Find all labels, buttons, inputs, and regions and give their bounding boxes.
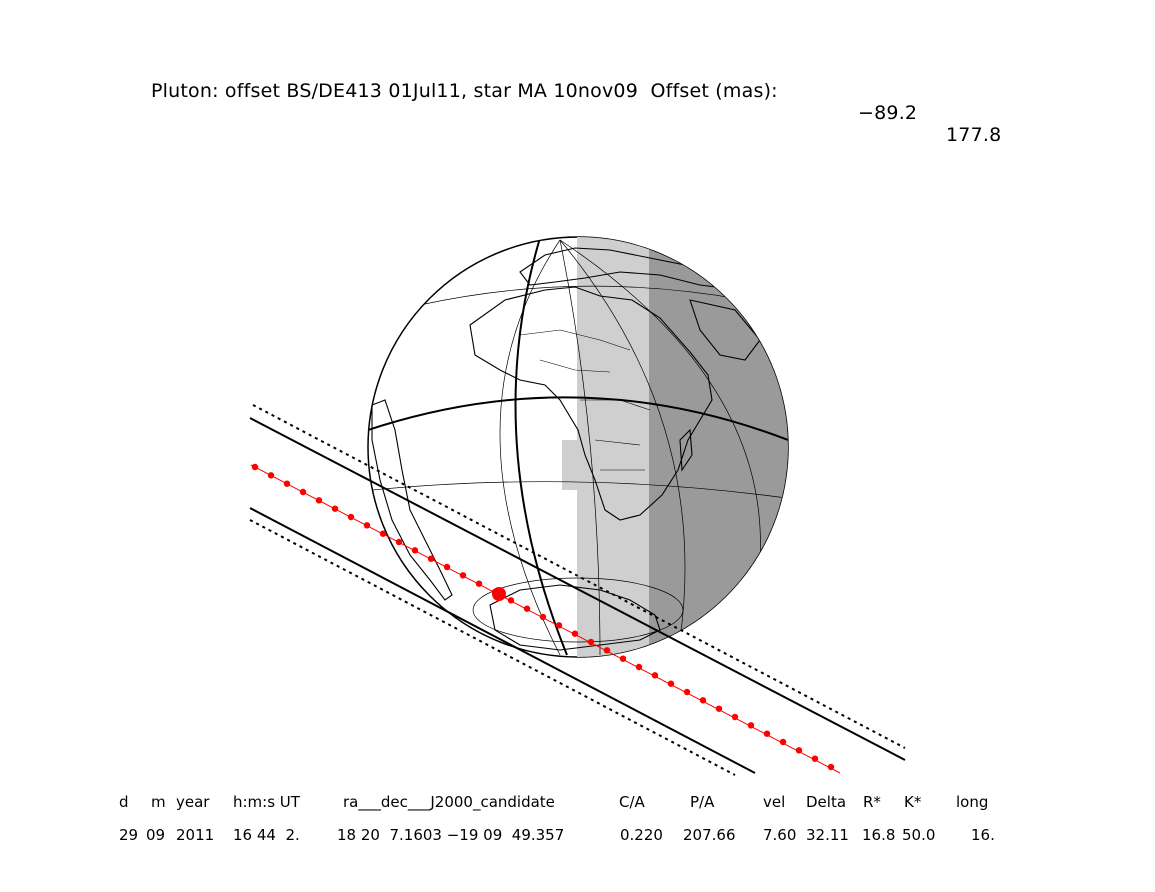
- twilight-zone-edge: [562, 440, 582, 490]
- value-radec: 18 20 7.1603 −19 09 49.357: [337, 826, 565, 844]
- centerline-dot: [747, 722, 755, 729]
- title-text: Pluton: offset BS/DE413 01Jul11, star MA…: [151, 80, 778, 102]
- centerline-dot: [299, 488, 307, 496]
- south-america-outline: [371, 399, 453, 601]
- centerline-dot: [507, 597, 515, 604]
- meridian-center: [559, 239, 601, 656]
- header-d: d: [119, 793, 129, 811]
- value-rstar: 16.8: [862, 826, 896, 844]
- header-vel: vel: [763, 793, 786, 811]
- offset-dec-value: 177.8: [946, 124, 1002, 146]
- value-ca: 0.220: [620, 826, 663, 844]
- meridian-west: [499, 239, 561, 656]
- africa-outline: [469, 286, 713, 521]
- value-year: 2011: [176, 826, 215, 844]
- header-m: m: [151, 793, 166, 811]
- meridian-east: [559, 239, 686, 641]
- country-borders: [519, 329, 651, 471]
- value-m: 09: [146, 826, 166, 844]
- centerline-dot: [731, 713, 739, 721]
- centerline-dot: [395, 538, 403, 546]
- south-limit-line: [249, 507, 756, 774]
- centerline-dot: [459, 572, 467, 579]
- centerline-dot: [363, 522, 371, 529]
- header-delta: Delta: [806, 793, 847, 811]
- centerline-dot: [683, 688, 691, 696]
- header-ca: C/A: [619, 793, 645, 811]
- centerline-dot: [379, 530, 387, 537]
- centerline-dot: [475, 580, 483, 587]
- centerline-dot: [699, 697, 707, 704]
- centerline-dot: [555, 622, 563, 629]
- centerline-dot: [427, 555, 435, 562]
- centerline-dot: [795, 747, 803, 754]
- centerline-dot: [651, 672, 659, 679]
- value-d: 29: [119, 826, 139, 844]
- header-year: year: [176, 793, 210, 811]
- header-rstar: R*: [863, 793, 881, 811]
- centerline-dot: [411, 547, 419, 554]
- plot-title: Pluton: offset BS/DE413 01Jul11, star MA…: [0, 58, 1155, 146]
- centerline-dot: [763, 730, 771, 737]
- bold-grid: [368, 237, 788, 656]
- centerline-dot: [635, 663, 643, 671]
- centerline-dot: [619, 655, 627, 662]
- centerline-dot: [283, 480, 291, 487]
- centerline-dot: [811, 755, 819, 762]
- centerline-dot: [603, 647, 611, 654]
- value-vel: 7.60: [763, 826, 797, 844]
- south-uncertainty-line: [249, 519, 736, 776]
- parallel-south-30: [371, 481, 787, 499]
- madagascar-outline: [679, 428, 693, 472]
- centerline-dot: [347, 513, 355, 521]
- header-pa: P/A: [690, 793, 715, 811]
- value-time: 16 44 2.: [233, 826, 300, 844]
- centerline-dot: [827, 763, 835, 771]
- centerline-dot: [715, 705, 723, 712]
- centerline-dot: [667, 680, 675, 687]
- header-time: h:m:s UT: [233, 793, 300, 811]
- centerline-dot: [331, 505, 339, 512]
- offset-ra-value: −89.2: [858, 102, 918, 124]
- centerline-dot: [539, 613, 547, 621]
- closest-approach-marker: [492, 587, 506, 601]
- header-radec: ra___dec___J2000_candidate: [343, 793, 555, 811]
- centerline-dot: [251, 463, 259, 471]
- arabia-outline: [689, 299, 761, 361]
- coastlines: [371, 247, 761, 651]
- centerline-dot: [267, 472, 275, 479]
- centerline-dot: [443, 563, 451, 571]
- value-long: 16.: [971, 826, 995, 844]
- centerline-dot: [523, 605, 531, 612]
- parallel-north-30: [419, 285, 746, 306]
- centerline-dots: [251, 463, 835, 771]
- centerline-dot: [315, 497, 323, 504]
- value-delta: 32.11: [806, 826, 849, 844]
- graticule: [371, 239, 787, 656]
- meridian-far-east: [559, 239, 761, 561]
- header-long: long: [956, 793, 989, 811]
- centerline-dot: [779, 738, 787, 746]
- value-pa: 207.66: [683, 826, 736, 844]
- antarctica-outline: [489, 584, 661, 651]
- centerline-dot: [587, 638, 595, 646]
- equator: [368, 396, 788, 441]
- prime-meridian: [514, 237, 568, 656]
- north-limit-line: [249, 417, 906, 761]
- twilight-zone: [577, 237, 649, 657]
- header-kstar: K*: [904, 793, 922, 811]
- centerline-dot: [571, 630, 579, 637]
- shadow-path: [249, 404, 906, 776]
- value-kstar: 50.0: [902, 826, 936, 844]
